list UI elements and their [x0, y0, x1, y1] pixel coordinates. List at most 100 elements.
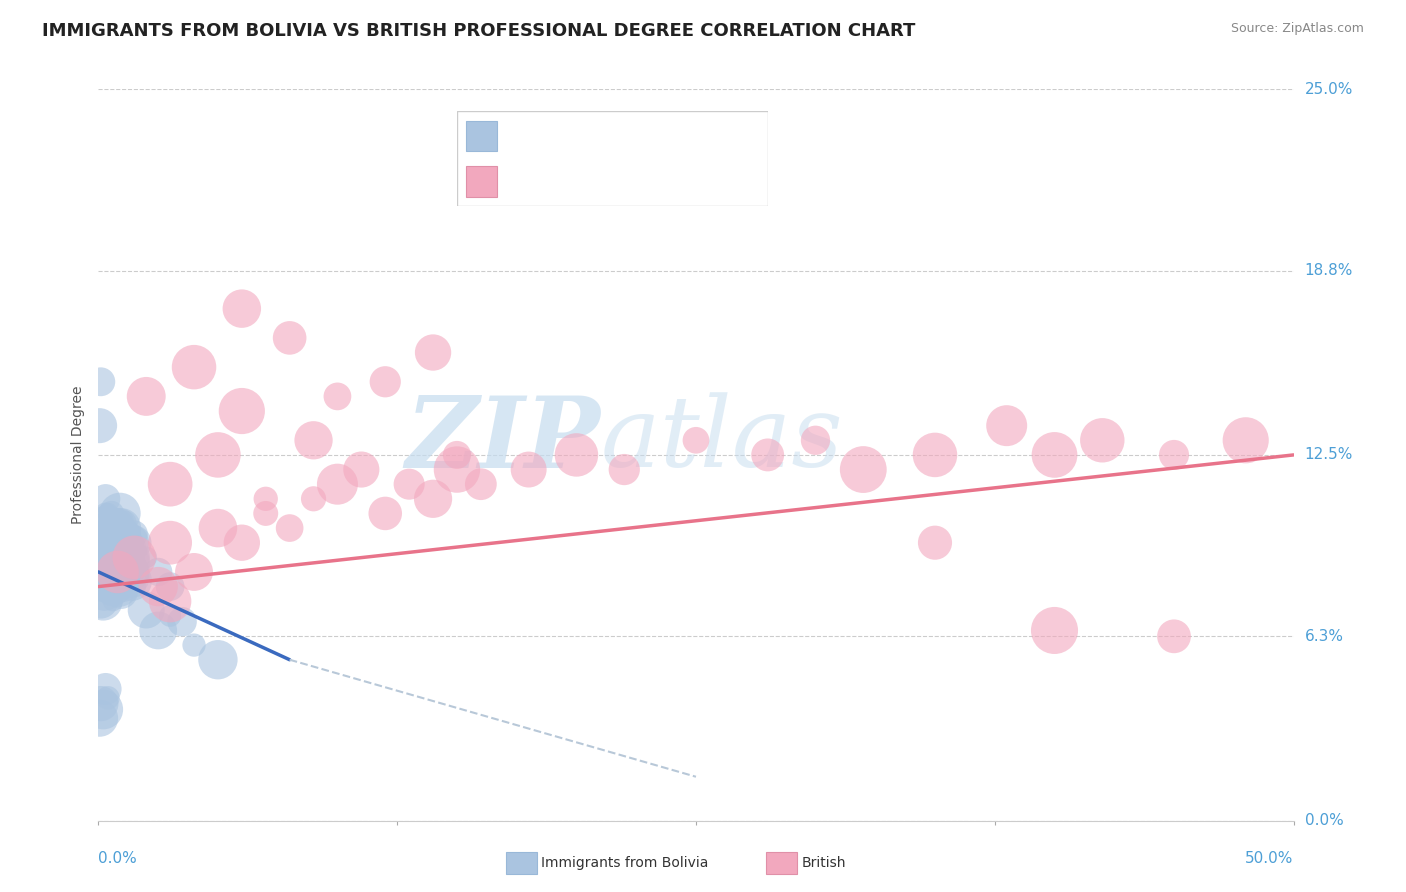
Point — [94, 507, 117, 521]
Point — [98, 544, 121, 558]
Point — [117, 559, 139, 574]
Text: 25.0%: 25.0% — [1305, 82, 1353, 96]
Text: atlas: atlas — [600, 392, 844, 488]
Point — [148, 580, 170, 594]
Point — [97, 574, 120, 588]
Point — [103, 521, 125, 535]
Point — [105, 574, 128, 588]
Point — [110, 521, 132, 535]
Point — [804, 434, 827, 448]
Point — [115, 574, 138, 588]
Point — [89, 711, 111, 725]
Point — [135, 603, 157, 617]
Point — [90, 697, 112, 711]
Point — [254, 491, 277, 506]
Point — [159, 477, 181, 491]
Point — [100, 527, 122, 541]
Point — [422, 491, 444, 506]
Point — [278, 521, 301, 535]
Point — [924, 535, 946, 549]
Point — [326, 389, 349, 403]
Text: IMMIGRANTS FROM BOLIVIA VS BRITISH PROFESSIONAL DEGREE CORRELATION CHART: IMMIGRANTS FROM BOLIVIA VS BRITISH PROFE… — [42, 22, 915, 40]
Point — [111, 565, 134, 579]
Point — [1163, 629, 1185, 643]
Point — [111, 580, 134, 594]
Point — [685, 434, 707, 448]
Point — [91, 515, 114, 529]
Point — [148, 624, 170, 638]
Point — [1234, 434, 1257, 448]
Point — [122, 565, 145, 579]
Point — [852, 462, 875, 476]
Point — [104, 541, 127, 556]
Point — [613, 462, 636, 476]
Text: 0.0%: 0.0% — [98, 851, 138, 866]
Point — [96, 527, 118, 541]
Point — [112, 571, 135, 585]
Text: 18.8%: 18.8% — [1305, 263, 1353, 278]
Point — [98, 535, 122, 549]
Point — [121, 550, 143, 565]
Text: 6.3%: 6.3% — [1305, 629, 1344, 644]
Point — [517, 462, 540, 476]
Point — [115, 527, 138, 541]
Text: 0.0%: 0.0% — [1305, 814, 1343, 828]
Point — [94, 535, 117, 549]
Point — [97, 565, 120, 579]
Point — [91, 702, 114, 716]
Point — [91, 550, 114, 565]
Point — [108, 507, 131, 521]
Bar — [467, 166, 498, 197]
Text: 47: 47 — [681, 172, 702, 191]
Point — [231, 301, 253, 316]
Text: British: British — [801, 856, 846, 871]
Point — [107, 530, 129, 544]
Point — [124, 527, 146, 541]
Point — [446, 448, 468, 462]
Point — [108, 515, 131, 529]
Point — [114, 550, 136, 565]
Point — [110, 585, 132, 599]
Text: 0.277: 0.277 — [550, 172, 598, 191]
Text: 88: 88 — [681, 127, 702, 145]
Point — [107, 580, 129, 594]
Point — [121, 574, 143, 588]
Point — [96, 580, 118, 594]
Point — [104, 527, 127, 541]
Point — [107, 565, 129, 579]
Text: 12.5%: 12.5% — [1305, 448, 1353, 462]
Point — [91, 574, 114, 588]
Point — [89, 580, 111, 594]
Point — [93, 565, 115, 579]
Point — [90, 594, 112, 608]
Point — [207, 521, 229, 535]
Text: N =: N = — [634, 172, 671, 191]
Text: 50.0%: 50.0% — [1246, 851, 1294, 866]
Point — [302, 491, 325, 506]
Point — [565, 448, 588, 462]
Point — [121, 556, 143, 570]
Point — [1043, 448, 1066, 462]
Point — [107, 556, 129, 570]
Point — [135, 550, 157, 565]
Point — [98, 550, 122, 565]
Point — [91, 594, 114, 608]
Point — [105, 535, 128, 549]
Point — [115, 580, 138, 594]
Point — [183, 360, 205, 375]
Point — [374, 375, 396, 389]
Point — [122, 571, 145, 585]
Point — [93, 585, 115, 599]
Point — [101, 580, 124, 594]
Point — [1043, 624, 1066, 638]
Point — [124, 535, 146, 549]
Point — [120, 535, 142, 549]
Point — [100, 507, 122, 521]
Point — [90, 535, 112, 549]
Point — [302, 434, 325, 448]
Point — [101, 594, 124, 608]
Text: N =: N = — [634, 127, 671, 145]
Point — [118, 550, 141, 565]
Point — [374, 507, 396, 521]
Point — [98, 556, 122, 570]
